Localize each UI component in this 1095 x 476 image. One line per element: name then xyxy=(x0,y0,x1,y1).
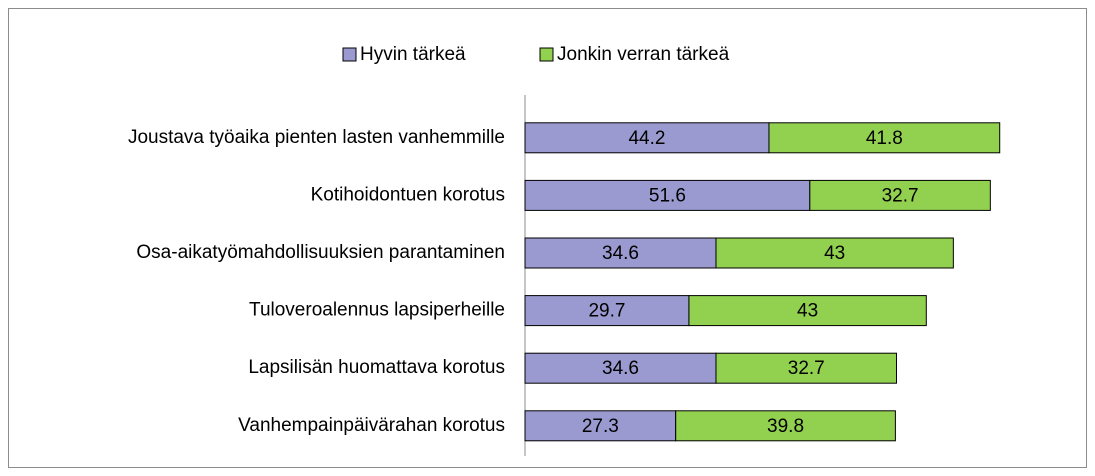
y-tick-label: Osa-aikatyömahdollisuuksien parantaminen xyxy=(136,242,505,263)
bar-segment xyxy=(715,237,954,269)
y-tick-label: Joustava työaika pienten lasten vanhemmi… xyxy=(128,127,505,148)
data-label: 51.6 xyxy=(649,185,686,206)
y-tick-label: Kotihoidontuen korotus xyxy=(311,184,505,205)
legend-swatch xyxy=(342,47,357,62)
legend-swatch xyxy=(539,47,554,62)
data-label: 43 xyxy=(824,243,845,264)
bar-segment xyxy=(688,295,927,327)
bar-segment xyxy=(524,122,770,154)
y-tick-label: Lapsilisän huomattava korotus xyxy=(248,357,505,378)
bar-segment xyxy=(809,179,991,211)
bar-segment xyxy=(524,352,717,384)
bar-segment xyxy=(768,122,1001,154)
bar-segment xyxy=(524,237,717,269)
data-label: 32.7 xyxy=(882,185,919,206)
data-label: 32.7 xyxy=(788,358,825,379)
data-label: 44.2 xyxy=(628,128,665,149)
data-label: 41.8 xyxy=(866,128,903,149)
data-label: 34.6 xyxy=(602,358,639,379)
bar-segment xyxy=(715,352,897,384)
legend-label: Hyvin tärkeä xyxy=(360,44,466,65)
y-tick-label: Tuloveroalennus lapsiperheille xyxy=(249,300,505,321)
y-tick-label: Vanhempainpäivärahan korotus xyxy=(238,415,505,436)
bar-segment xyxy=(675,410,896,442)
legend-label: Jonkin verran tärkeä xyxy=(557,44,730,65)
data-label: 27.3 xyxy=(582,416,619,437)
data-label: 39.8 xyxy=(767,416,804,437)
data-label: 29.7 xyxy=(588,301,625,322)
data-label: 43 xyxy=(797,301,818,322)
data-label: 34.6 xyxy=(602,243,639,264)
